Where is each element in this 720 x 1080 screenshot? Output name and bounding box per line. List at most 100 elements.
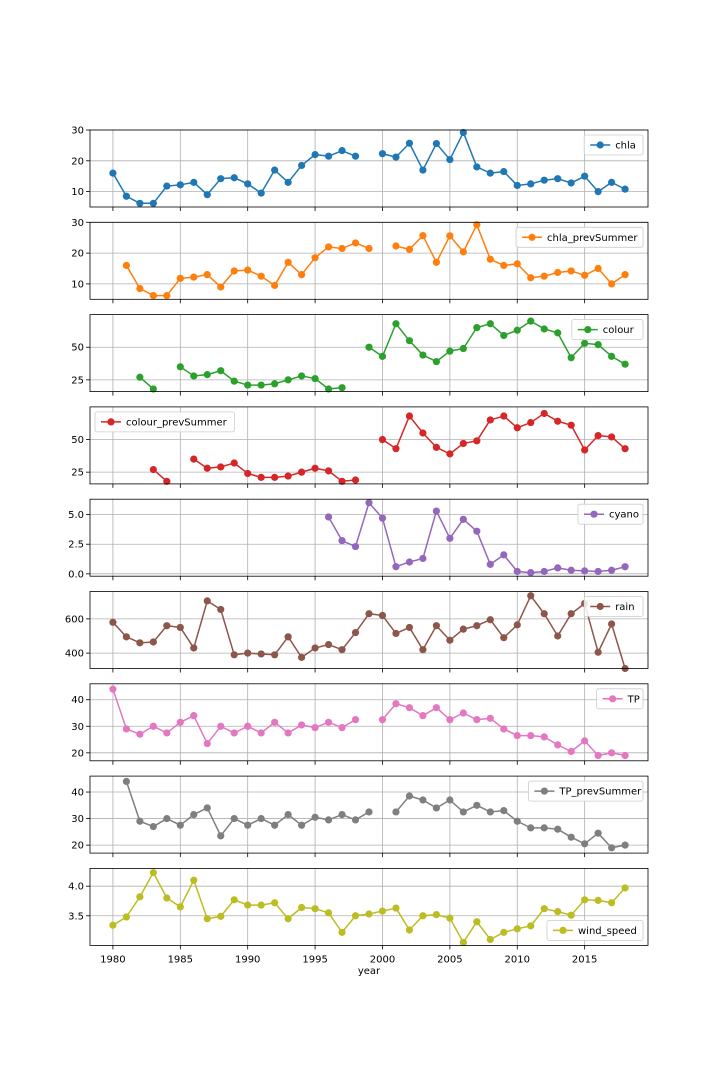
data-point [257,189,265,197]
data-point [324,640,333,649]
data-point [244,381,252,389]
data-point [378,611,387,620]
data-point [608,433,616,441]
data-point [459,439,467,448]
data-point [594,188,602,196]
series-line-chla [112,131,626,205]
data-point [419,429,427,437]
data-point [500,331,508,340]
data-point [271,166,279,174]
data-point [432,139,440,148]
data-point [284,811,292,819]
data-point [621,185,629,193]
data-point [432,911,440,919]
legend-marker [590,510,598,518]
data-point [203,464,211,472]
data-point [554,175,562,183]
data-point [311,374,319,383]
data-point [621,751,629,760]
data-point [527,824,535,832]
legend-rain: rain [583,596,644,617]
data-point [405,245,414,254]
data-point [621,563,629,571]
data-point [513,817,521,825]
data-point [405,926,414,934]
data-point [203,915,211,923]
data-point [217,175,225,183]
data-point [257,729,265,737]
data-point [378,514,387,522]
data-point [594,264,602,273]
data-point [513,424,521,432]
data-point [486,560,494,568]
data-point [365,499,373,507]
data-point [338,477,346,485]
data-point [351,152,360,160]
y-tick-label: 3.5 [68,911,84,922]
data-point [581,446,589,454]
data-point [500,261,508,270]
data-point [244,266,252,274]
data-point [608,899,616,907]
data-point [432,507,440,515]
y-tick-label: 600 [65,614,84,625]
data-point [284,633,292,641]
data-point [203,371,211,379]
data-point [324,816,333,824]
y-tick-label: 25 [71,468,84,479]
data-point [136,373,144,381]
data-point [257,381,265,389]
data-point [594,567,602,576]
data-point [621,271,629,279]
data-point [419,231,427,240]
data-point [257,473,265,481]
data-point [190,455,198,463]
data-point [554,741,562,749]
data-point [136,199,144,207]
axes-frame [89,591,649,669]
x-tick-label: 1980 [100,954,125,965]
data-point [324,718,333,726]
subplot-colour_prevSummer: 25 50 colour_prevSummer [71,406,649,488]
legend-label: rain [615,602,634,613]
data-point [486,255,494,263]
data-point [392,629,400,638]
subplot-colour: 25 50 colour [71,314,649,396]
data-point [621,445,629,453]
data-point [594,432,602,440]
data-point [513,181,521,190]
data-point [392,153,400,161]
data-point [163,292,171,300]
data-point [446,450,454,458]
data-point [351,542,360,551]
data-point [621,841,629,849]
data-point [594,751,602,760]
data-point [190,178,198,186]
data-point [554,632,562,640]
subplot-wind_speed: 3.5 4.0 1980 1985 1990 1995 2000 2005 2010 2015 wi… [68,868,649,965]
data-point [473,527,481,535]
data-point [486,616,494,624]
data-point [459,625,467,633]
data-point [608,749,616,757]
y-tick-label: 50 [71,435,84,446]
data-point [257,272,265,280]
data-point [459,515,467,523]
data-point [176,903,184,911]
data-point [324,385,333,393]
data-point [405,412,414,420]
data-point [446,716,454,724]
data-point [298,271,306,279]
data-point [392,563,400,571]
data-point [473,324,481,332]
data-point [513,260,521,268]
data-point [217,832,225,840]
data-point [176,718,184,726]
data-point [378,150,387,158]
data-point [122,633,130,641]
data-point [432,622,440,630]
data-point [540,610,548,618]
data-point [324,513,333,521]
legend-label: colour_prevSummer [126,417,228,428]
data-point [459,248,467,256]
